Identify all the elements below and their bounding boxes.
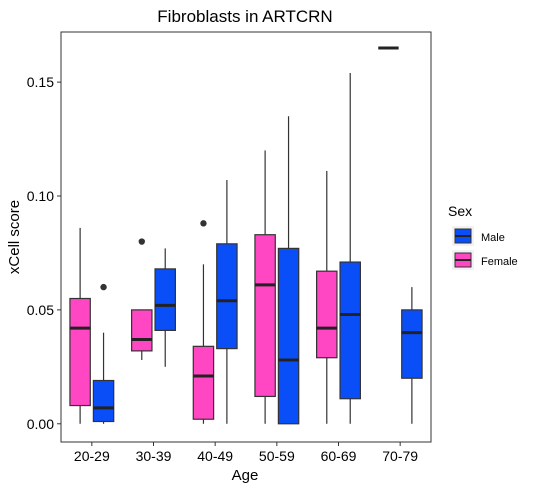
x-tick-label: 40-49 (197, 448, 233, 464)
legend-title: Sex (448, 203, 472, 219)
box-female-30-39 (131, 238, 153, 360)
x-tick-label: 30-39 (136, 448, 172, 464)
box-body (92, 379, 115, 423)
y-axis-label: xCell score (6, 200, 23, 274)
y-tick-label: 0.10 (27, 188, 54, 204)
y-tick-label: 0.15 (27, 74, 54, 90)
box-female-60-69 (316, 170, 338, 424)
x-axis-label: Age (232, 467, 259, 484)
box-body (254, 234, 276, 398)
chart-title: Fibroblasts in ARTCRN (157, 7, 332, 26)
box-body (401, 309, 423, 379)
box-body (316, 270, 338, 359)
legend: Sex Male Female (448, 203, 518, 270)
box-male-40-49 (216, 180, 238, 424)
outlier-point (100, 283, 107, 291)
plot-marks (69, 46, 423, 425)
box-body (339, 261, 361, 400)
x-tick-label: 50-59 (259, 448, 295, 464)
box-male-70-79 (401, 287, 423, 424)
outlier-point (200, 220, 207, 227)
box-body (131, 309, 153, 352)
box-male-60-69 (339, 73, 361, 424)
legend-label: Male (481, 232, 505, 244)
x-tick-label: 60-69 (321, 448, 357, 464)
box-female-20-29 (69, 227, 91, 424)
box-body (192, 345, 215, 420)
box-female-50-59 (254, 150, 276, 424)
legend-label: Female (481, 256, 518, 268)
box-body (69, 297, 91, 407)
plot-panel (60, 31, 432, 443)
box-female-40-49 (192, 220, 215, 424)
box-body (277, 247, 300, 425)
x-tick-label: 20-29 (74, 448, 110, 464)
y-tick-label: 0.00 (27, 416, 54, 432)
box-male-30-39 (154, 248, 176, 367)
axes: 0.00 0.05 0.10 0.15 20-29 30-39 40-49 50-59 60-6… (27, 74, 419, 464)
y-tick-label: 0.05 (27, 302, 54, 318)
box-male-20-29 (92, 283, 115, 424)
box-body (216, 243, 238, 350)
x-tick-label: 70-79 (382, 448, 418, 464)
outlier-point (138, 238, 145, 245)
box-body (154, 268, 176, 331)
box-male-50-59 (277, 116, 300, 425)
